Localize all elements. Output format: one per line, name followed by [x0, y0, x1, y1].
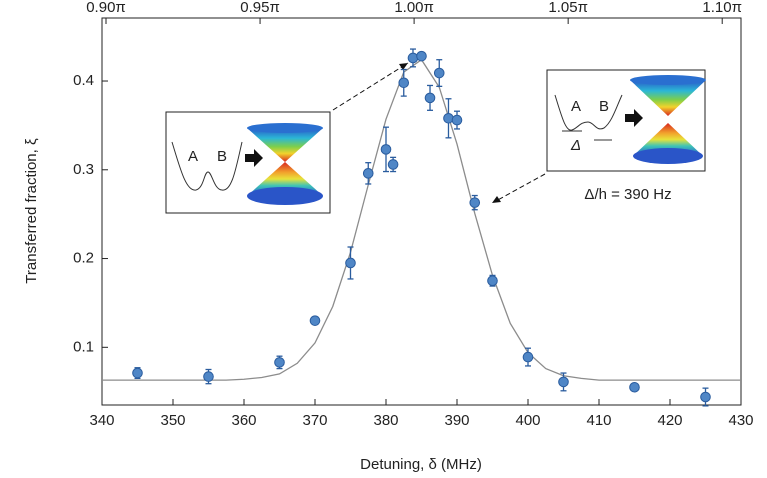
x-tick-label: 380	[373, 412, 398, 429]
data-point	[274, 357, 285, 368]
x-tick-label: 360	[231, 412, 256, 429]
data-point	[362, 168, 374, 179]
x-axis-label: Detuning, δ (MHz)	[360, 456, 482, 473]
inset-label: A	[188, 148, 198, 165]
data-point	[203, 371, 214, 382]
data-point	[629, 381, 640, 393]
cone-bottom	[247, 162, 323, 196]
data-point	[469, 197, 481, 208]
dashed-arrow	[332, 62, 409, 111]
data-point	[487, 275, 498, 287]
data-point	[380, 144, 392, 155]
annotation: Δ/h = 390 Hz	[584, 186, 671, 203]
x-tick-label: 430	[728, 412, 753, 429]
data-point	[398, 77, 410, 89]
data-point	[407, 52, 419, 64]
cone-bottom	[633, 123, 703, 156]
arrow-head	[492, 196, 501, 203]
x2-tick-label: 1.05π	[548, 0, 588, 16]
double-well	[171, 141, 243, 191]
x-tick-label: 410	[586, 412, 611, 429]
x-tick-label: 400	[515, 412, 540, 429]
inset-right: A B Δ	[546, 69, 706, 172]
y-tick-label: 0.3	[73, 161, 94, 178]
y-axis-label: Transferred fraction, ξ	[23, 138, 40, 284]
x-tick-label: 340	[89, 412, 114, 429]
x2-tick-label: 0.90π	[86, 0, 126, 16]
arrow-icon	[625, 109, 643, 127]
x-tick-label: 420	[657, 412, 682, 429]
data-point	[700, 391, 711, 403]
data-point	[451, 114, 463, 126]
x-tick-label: 370	[302, 412, 327, 429]
data-point	[443, 113, 454, 124]
data-point	[558, 376, 569, 388]
data-point	[309, 315, 321, 326]
x2-tick-label: 1.00π	[394, 0, 434, 16]
inset-label: B	[599, 98, 609, 115]
data-point	[132, 367, 143, 379]
data-point	[433, 67, 445, 79]
data-point	[424, 92, 436, 104]
plot-frame	[101, 17, 742, 406]
arrow-icon	[245, 149, 263, 167]
data-point	[387, 159, 399, 170]
y-tick-label: 0.2	[73, 250, 94, 267]
dashed-arrow	[495, 173, 546, 202]
cone-top	[247, 128, 323, 162]
cone-bottom-base	[247, 187, 323, 205]
x2-tick-label: 1.10π	[702, 0, 742, 16]
data-point	[345, 257, 356, 269]
inset-label: Δ	[570, 137, 581, 154]
cone-bottom-base	[633, 148, 703, 164]
double-well	[554, 94, 623, 131]
data-point	[522, 351, 534, 363]
cone-top-rim	[247, 123, 323, 133]
x2-tick-label: 0.95π	[240, 0, 280, 16]
data-point	[416, 50, 427, 62]
cone-top-rim	[630, 75, 706, 85]
arrow-head	[399, 63, 408, 70]
x-tick-label: 350	[160, 412, 185, 429]
y-tick-label: 0.1	[73, 338, 94, 355]
inset-label: A	[571, 98, 581, 115]
inset-label: B	[217, 148, 227, 165]
inset-left: A B	[165, 111, 331, 214]
x-tick-label: 390	[444, 412, 469, 429]
y-tick-label: 0.4	[73, 72, 94, 89]
cone-top	[630, 80, 706, 116]
